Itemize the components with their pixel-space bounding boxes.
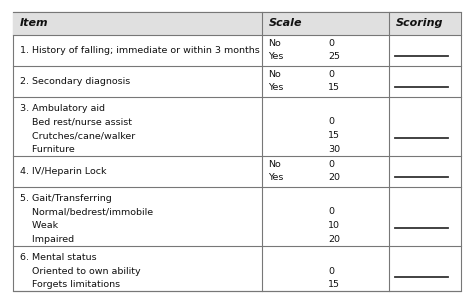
- Text: 0: 0: [328, 160, 334, 169]
- Text: 15: 15: [328, 131, 340, 140]
- Text: 10: 10: [328, 221, 340, 230]
- Text: No: No: [268, 39, 281, 48]
- Text: Normal/bedrest/immobile: Normal/bedrest/immobile: [20, 207, 153, 216]
- Text: 30: 30: [328, 145, 340, 154]
- Text: Bed rest/nurse assist: Bed rest/nurse assist: [20, 117, 132, 126]
- Text: Forgets limitations: Forgets limitations: [20, 280, 120, 289]
- Text: 15: 15: [328, 280, 340, 289]
- Text: 0: 0: [328, 70, 334, 79]
- Text: Oriented to own ability: Oriented to own ability: [20, 267, 141, 276]
- Bar: [13, 12, 461, 35]
- Text: Yes: Yes: [268, 52, 283, 61]
- Text: 6. Mental status: 6. Mental status: [20, 253, 97, 262]
- Text: 20: 20: [328, 235, 340, 244]
- Text: 0: 0: [328, 267, 334, 276]
- Text: 15: 15: [328, 83, 340, 92]
- Text: 2. Secondary diagnosis: 2. Secondary diagnosis: [20, 76, 130, 85]
- Text: Furniture: Furniture: [20, 145, 75, 154]
- Text: Item: Item: [20, 18, 49, 28]
- Text: 25: 25: [328, 52, 340, 61]
- Text: 20: 20: [328, 173, 340, 182]
- Text: Crutches/cane/walker: Crutches/cane/walker: [20, 131, 135, 140]
- Text: 3. Ambulatory aid: 3. Ambulatory aid: [20, 104, 105, 113]
- Text: Yes: Yes: [268, 83, 283, 92]
- Text: Scoring: Scoring: [396, 18, 444, 28]
- Text: Scale: Scale: [269, 18, 302, 28]
- Text: No: No: [268, 160, 281, 169]
- Text: 1. History of falling; immediate or within 3 months: 1. History of falling; immediate or with…: [20, 45, 260, 54]
- Text: 0: 0: [328, 117, 334, 126]
- Text: 0: 0: [328, 39, 334, 48]
- Text: 0: 0: [328, 207, 334, 216]
- Text: Yes: Yes: [268, 173, 283, 182]
- Text: 5. Gait/Transferring: 5. Gait/Transferring: [20, 194, 112, 203]
- Text: No: No: [268, 70, 281, 79]
- Text: 4. IV/Heparin Lock: 4. IV/Heparin Lock: [20, 167, 107, 176]
- Text: Weak: Weak: [20, 221, 58, 230]
- Text: Impaired: Impaired: [20, 235, 74, 244]
